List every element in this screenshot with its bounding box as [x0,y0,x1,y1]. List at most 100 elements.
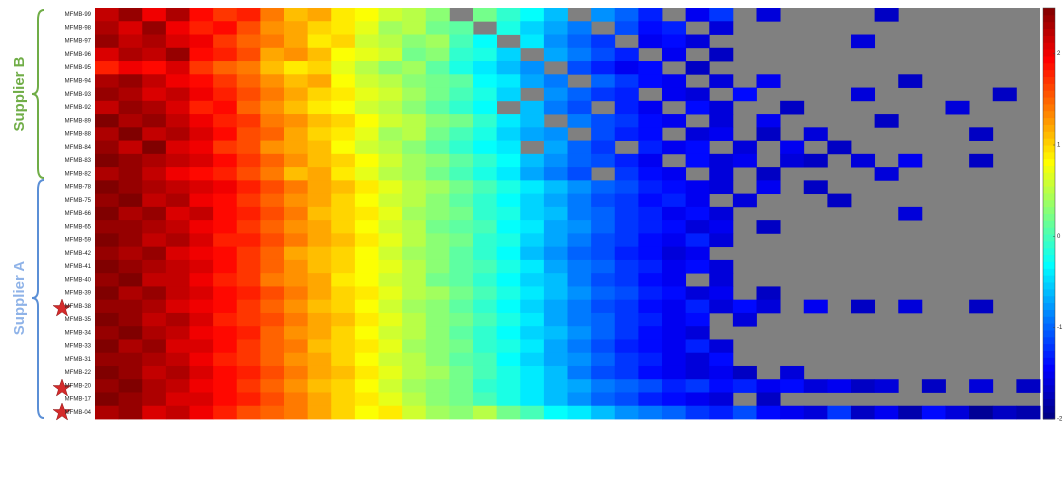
heatmap-cell [95,74,120,88]
heatmap-cell [213,140,238,155]
heatmap-cell [614,100,639,115]
heatmap-cell [284,153,309,168]
row-label: MFMB-17 [65,397,92,403]
heatmap-cell [591,61,616,75]
heatmap-cell [662,392,687,407]
heatmap-cell [402,339,427,354]
heatmap-cell [95,339,120,354]
heatmap-cell [614,233,639,248]
heatmap-cell [496,392,521,407]
colorbar-step [1043,377,1055,386]
colorbar-label: -1 [1057,325,1063,331]
heatmap-cell [732,405,757,420]
heatmap-cell [189,180,214,195]
heatmap-cell [567,220,592,234]
heatmap-cell [331,405,356,420]
heatmap-cell [780,405,805,420]
heatmap-cell [260,405,285,420]
heatmap-cell [402,286,427,301]
row-label: MFMB-59 [65,238,92,244]
colorbar-step [1043,151,1055,160]
heatmap-cell [213,127,238,141]
heatmap-cell [473,8,498,22]
heatmap-cell [614,220,639,234]
heatmap-cell [614,365,639,380]
heatmap-cell [236,326,261,340]
heatmap-cell [354,233,379,248]
heatmap-cell [402,299,427,314]
heatmap-cell [142,167,167,181]
heatmap-cell [969,127,994,141]
heatmap-cell [307,352,332,367]
heatmap-cell [449,153,474,168]
heatmap-cell [614,259,639,274]
heatmap-cell [449,100,474,115]
heatmap-cell [307,312,332,327]
heatmap-cell [331,246,356,261]
heatmap-cell [95,326,120,340]
heatmap-cell [591,74,616,88]
row-label: MFMB-34 [65,330,92,336]
heatmap-cell [118,127,143,141]
heatmap-cell [425,87,450,102]
heatmap-cell [638,74,663,88]
heatmap-cell [520,405,545,420]
heatmap-cell [425,34,450,49]
heatmap-cell [354,286,379,301]
heatmap-cell [331,299,356,314]
heatmap-cell [662,114,687,128]
heatmap-cell [213,34,238,49]
colorbar-step [1043,186,1055,194]
heatmap-cell [425,8,450,22]
heatmap-cell [284,286,309,301]
heatmap-cell [685,326,710,340]
heatmap-cell [638,193,663,208]
heatmap-cell [496,339,521,354]
heatmap-cell [236,405,261,420]
heatmap-cell [402,34,427,49]
heatmap-cell [165,34,190,49]
heatmap-cell [449,206,474,221]
heatmap-cell [425,312,450,327]
heatmap-cell [402,312,427,327]
heatmap-cell [638,405,663,420]
heatmap-cell [354,8,379,22]
row-label: MFMB-66 [65,211,92,217]
heatmap-cell [307,34,332,49]
colorbar-label: 0 [1057,234,1061,240]
heatmap-cell [449,259,474,274]
heatmap-cell [165,140,190,155]
heatmap-cell [827,140,852,155]
heatmap-cell [378,273,403,287]
heatmap-cell [496,299,521,314]
heatmap-cell [732,299,757,314]
heatmap-cell [402,61,427,75]
star [52,378,72,397]
heatmap-cell [331,259,356,274]
heatmap-cell [284,167,309,181]
colorbar-step [1043,240,1055,249]
heatmap-cell [473,326,498,340]
heatmap-cell [118,114,143,128]
heatmap-cell [614,246,639,261]
heatmap-cell [709,233,734,248]
colorbar-step [1043,254,1055,262]
row-label: MFMB-92 [65,105,92,111]
heatmap-cell [425,61,450,75]
heatmap-cell [118,140,143,155]
heatmap-cell [520,8,545,22]
heatmap-cell [213,273,238,287]
heatmap-cell [165,8,190,22]
row-label: MFMB-33 [65,344,92,350]
heatmap-cell [567,339,592,354]
heatmap-cell [780,379,805,393]
heatmap-cell [543,246,568,261]
row-label: MFMB-94 [65,78,92,84]
heatmap-cell [756,8,781,22]
colorbar-step [1043,247,1055,256]
star [52,298,72,317]
heatmap-cell [402,206,427,221]
heatmap-cell [803,153,828,168]
row-label: MFMB-38 [65,304,92,310]
